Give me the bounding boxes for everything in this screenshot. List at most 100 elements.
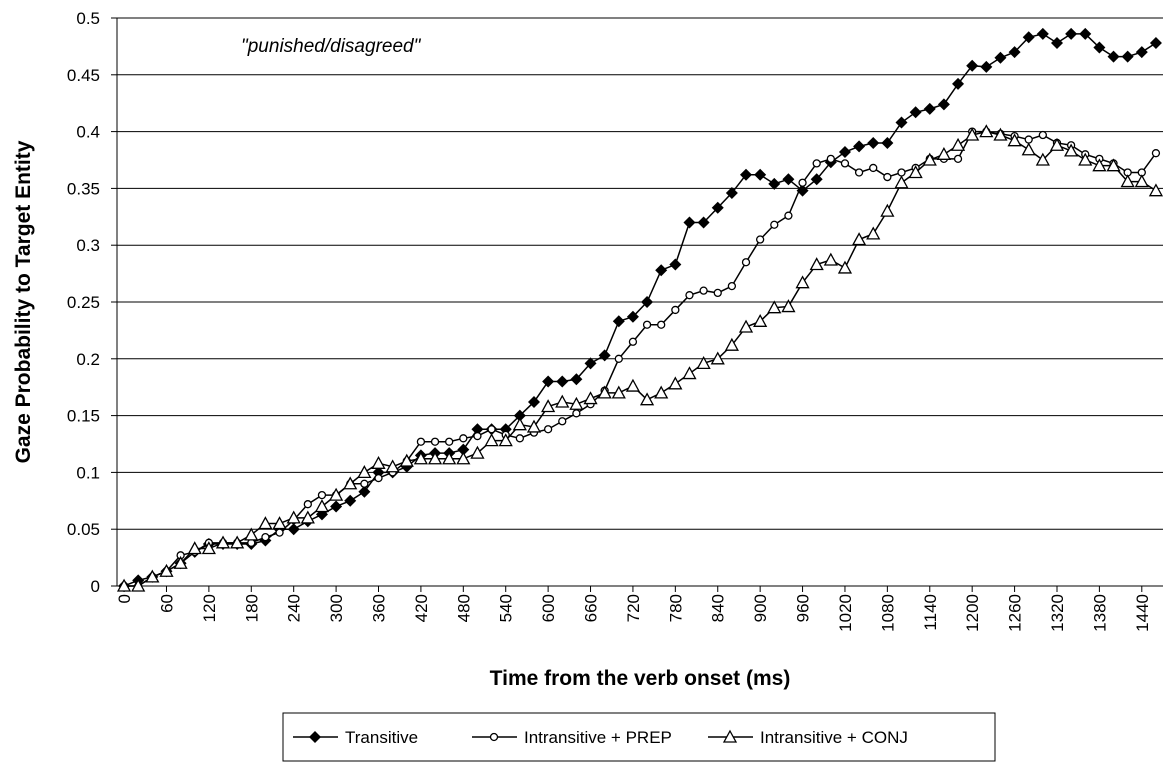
series-line: [123, 33, 1157, 587]
x-tick-label: 300: [327, 594, 346, 622]
data-point: [1151, 149, 1161, 158]
data-point: [471, 423, 484, 436]
data-point: [358, 485, 371, 498]
data-point: [782, 173, 795, 186]
data-point: [894, 175, 909, 189]
data-point: [812, 159, 821, 168]
x-tick-label: 600: [539, 594, 558, 622]
x-tick-label: 1080: [878, 594, 897, 632]
data-point: [639, 392, 655, 406]
data-point: [668, 376, 683, 390]
data-point: [583, 391, 598, 405]
data-point: [612, 315, 625, 328]
data-point: [908, 165, 923, 179]
x-tick-label: 1020: [836, 594, 855, 632]
y-tick-label: 0.1: [76, 463, 100, 482]
x-tick-label: 360: [370, 594, 389, 622]
data-point: [542, 375, 555, 388]
data-point: [923, 102, 936, 115]
data-point: [487, 425, 496, 434]
data-point: [572, 409, 581, 418]
data-point: [1078, 152, 1093, 166]
legend-label: Intransitive + CONJ: [760, 728, 908, 747]
data-point: [852, 232, 867, 246]
data-point: [470, 445, 485, 459]
x-tick-label: 960: [794, 594, 813, 622]
data-point: [459, 434, 468, 443]
data-point: [541, 399, 556, 413]
data-point: [768, 177, 781, 190]
data-point: [897, 168, 906, 177]
x-tick-label: 900: [751, 594, 770, 622]
data-point: [442, 451, 457, 465]
data-point: [1093, 41, 1106, 54]
data-point: [994, 51, 1007, 64]
data-point: [1038, 130, 1048, 140]
data-point: [966, 59, 979, 72]
data-point: [286, 510, 301, 524]
legend-label: Intransitive + PREP: [524, 728, 672, 747]
data-point: [809, 257, 824, 271]
data-point: [385, 459, 400, 473]
data-point: [416, 437, 426, 446]
y-tick-label: 0.5: [76, 9, 100, 28]
data-point: [710, 351, 725, 365]
data-point: [1022, 31, 1035, 44]
data-point: [513, 409, 526, 422]
y-tick-label: 0.15: [67, 407, 100, 426]
data-point: [527, 395, 540, 408]
data-point: [993, 127, 1008, 141]
x-tick-label: 540: [497, 594, 516, 622]
data-point: [360, 479, 369, 488]
data-point: [457, 443, 470, 456]
x-tick-label: 720: [624, 594, 643, 622]
x-tick-label: 1440: [1133, 594, 1152, 632]
y-tick-label: 0.25: [67, 293, 100, 312]
data-point: [287, 523, 300, 536]
data-point: [1135, 46, 1148, 59]
data-point: [343, 476, 358, 490]
x-tick-label: 840: [709, 594, 728, 622]
data-point: [300, 510, 315, 524]
data-point: [795, 275, 810, 289]
data-point: [1121, 50, 1134, 63]
data-point: [116, 578, 132, 592]
data-point: [724, 337, 739, 351]
annotation: "punished/disagreed": [241, 36, 422, 57]
data-point: [187, 541, 202, 555]
legend-marker: [722, 729, 738, 743]
data-point: [456, 451, 471, 465]
data-point: [883, 172, 892, 182]
data-point: [823, 252, 838, 266]
y-tick-label: 0.4: [76, 123, 100, 142]
data-point: [272, 516, 287, 530]
data-point: [317, 490, 327, 500]
data-point: [869, 163, 878, 173]
data-point: [1148, 183, 1164, 197]
data-point: [584, 357, 597, 370]
x-tick-label: 0: [115, 594, 134, 603]
data-point: [922, 152, 937, 166]
data-point: [784, 211, 793, 220]
data-point: [569, 396, 584, 410]
data-point: [711, 201, 724, 214]
data-point: [740, 168, 753, 181]
data-point: [625, 378, 641, 392]
data-point: [1065, 27, 1078, 40]
data-point: [357, 465, 372, 479]
data-point: [344, 494, 357, 507]
legend-label: Transitive: [345, 728, 418, 747]
x-tick-label: 1260: [1006, 594, 1025, 632]
y-axis-label: Gaze Probability to Target Entity: [12, 140, 35, 463]
data-point: [671, 305, 680, 315]
data-point: [556, 375, 569, 388]
data-point: [853, 140, 866, 153]
data-point: [275, 528, 284, 537]
data-point: [1021, 142, 1036, 156]
data-point: [880, 203, 895, 217]
data-point: [1049, 137, 1065, 151]
data-point: [682, 366, 697, 380]
x-tick-label: 1200: [963, 594, 982, 632]
x-tick-label: 480: [454, 594, 473, 622]
data-point: [131, 578, 146, 592]
